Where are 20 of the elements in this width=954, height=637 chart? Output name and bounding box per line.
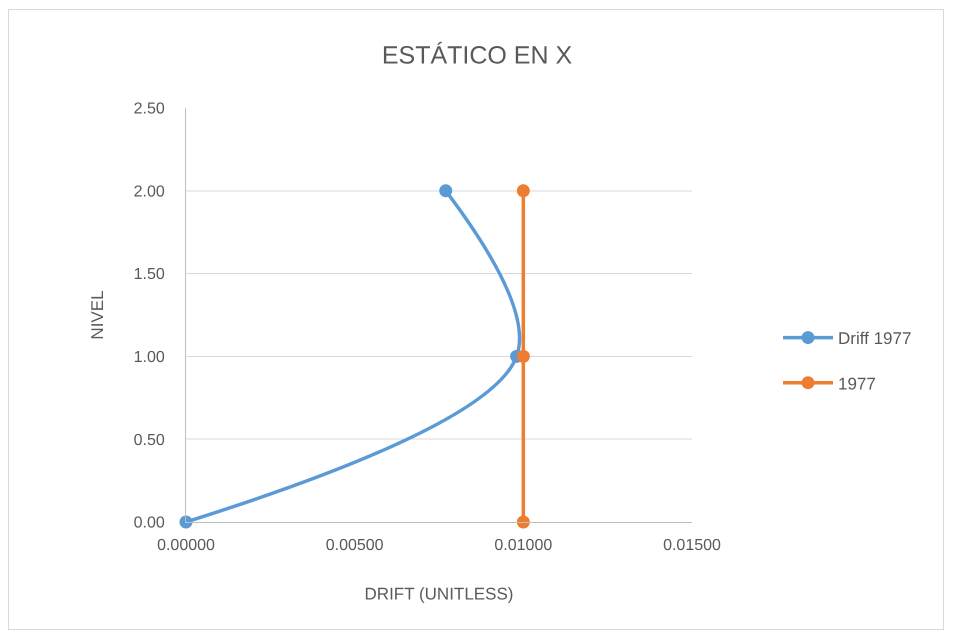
- x-tick-label: 0.00500: [326, 537, 384, 554]
- y-tick-label: 0.00: [134, 514, 165, 532]
- y-tick-label: 0.50: [134, 432, 165, 449]
- chart-title: ESTÁTICO EN X: [382, 42, 572, 70]
- y-tick-label: 2.00: [134, 183, 165, 200]
- y-axis-title: NIVEL: [88, 290, 108, 340]
- legend-label: 1977: [838, 374, 876, 394]
- point: [180, 516, 192, 528]
- y-tick-label: 2.50: [134, 100, 165, 118]
- x-tick-label: 0.01000: [494, 537, 552, 554]
- x-tick-label: 0.01500: [663, 537, 722, 554]
- point: [516, 350, 530, 363]
- x-tick-label: 0.00000: [157, 537, 216, 554]
- point: [516, 184, 530, 198]
- point: [439, 184, 452, 198]
- y-tick-label: 1.50: [134, 266, 165, 284]
- point: [516, 516, 530, 528]
- y-tick-label: 1.00: [134, 349, 165, 366]
- legend-label: Driff 1977: [838, 329, 912, 348]
- x-axis-title: DRIFT (UNITLESS): [364, 584, 514, 604]
